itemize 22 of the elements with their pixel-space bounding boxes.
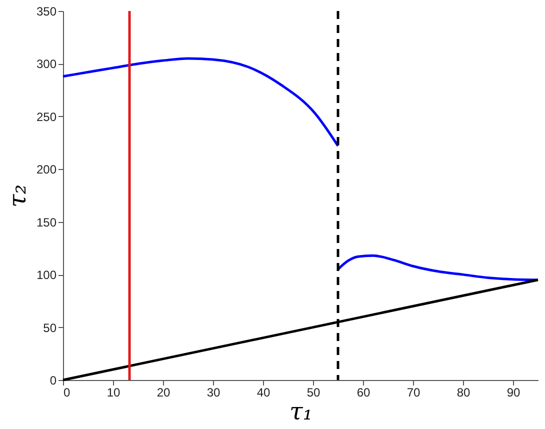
line-series	[336, 254, 540, 282]
x-tick-label: 90	[506, 386, 520, 400]
y-tick-label: 50	[43, 320, 57, 335]
y-tick-label: 100	[36, 268, 57, 282]
y-tick-label: 350	[36, 4, 57, 18]
y-axis-title: τ₂	[3, 184, 32, 208]
x-tick-label: 70	[406, 386, 420, 400]
line-series	[62, 57, 340, 148]
y-tick-label: 250	[36, 110, 57, 124]
y-tick-label: 300	[36, 57, 57, 72]
x-tick-label: 20	[156, 386, 170, 400]
x-tick-label: 80	[456, 386, 470, 400]
y-tick-label: 150	[36, 215, 57, 230]
y-tick-label: 200	[36, 162, 57, 177]
x-tick-label: 30	[206, 386, 220, 400]
x-tick-label: 10	[106, 386, 120, 400]
y-tick-label: 0	[50, 374, 57, 388]
x-axis-title: τ₁	[290, 398, 312, 426]
x-tick-label: 40	[256, 386, 270, 400]
x-tick-label: 60	[356, 386, 370, 400]
x-tick-label: 50	[306, 386, 320, 400]
x-tick-label: 0	[64, 386, 70, 400]
